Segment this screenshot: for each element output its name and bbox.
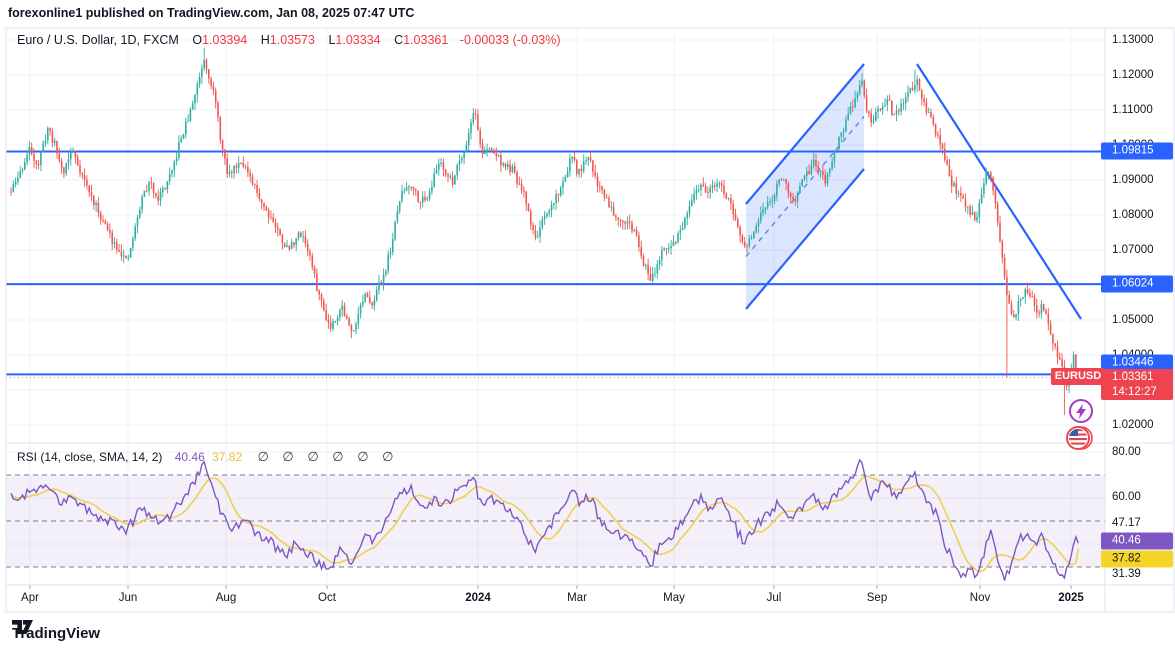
time-axis-label: Jul xyxy=(766,592,782,604)
time-axis-label: Apr xyxy=(21,592,39,604)
economic-event-lightning-icon[interactable] xyxy=(1069,399,1093,423)
symbol-legend: Euro / U.S. Dollar, 1D, FXCM O1.03394 H1… xyxy=(17,33,561,47)
low-value: 1.03334 xyxy=(335,33,381,47)
open-label: O xyxy=(192,33,203,47)
time-axis-label: Nov xyxy=(969,592,991,604)
price-level-label: 1.03446 xyxy=(1101,354,1173,372)
price-axis-tick: 1.09000 xyxy=(1112,174,1154,186)
high-value: 1.03573 xyxy=(269,33,315,47)
publish-byline: forexonline1 published on TradingView.co… xyxy=(8,6,415,20)
rsi-title[interactable]: RSI (14, close, SMA, 14, 2) xyxy=(17,450,163,464)
tradingview-logo-text: TradingView xyxy=(12,624,101,642)
price-axis-tick: 1.02000 xyxy=(1112,419,1154,431)
rsi-axis-tick: 47.17 xyxy=(1112,517,1141,529)
us-economic-event-icon[interactable] xyxy=(1066,426,1093,450)
rsi-ma-value: 37.82 xyxy=(212,450,243,464)
rsi-axis-tick: 60.00 xyxy=(1112,491,1141,503)
last-price-label: 1.03361 14:12:27 xyxy=(1101,369,1173,400)
price-axis-tick: 1.08000 xyxy=(1112,209,1154,221)
open-value: 1.03394 xyxy=(202,33,248,47)
time-axis-label: Mar xyxy=(567,592,587,604)
rsi-axis-tick: 31.39 xyxy=(1112,568,1141,580)
bar-countdown: 14:12:27 xyxy=(1112,385,1157,398)
time-axis-label: 2024 xyxy=(465,592,491,604)
time-axis-label: Sep xyxy=(866,592,888,604)
price-axis-tick: 1.12000 xyxy=(1112,69,1154,81)
time-axis-label: Aug xyxy=(215,592,237,604)
low-label: L xyxy=(328,33,336,47)
rsi-value-label: 40.46 xyxy=(1101,532,1173,550)
price-level-label: 1.09815 xyxy=(1101,142,1173,160)
price-axis-tick: 1.05000 xyxy=(1112,314,1154,326)
rsi-legend: RSI (14, close, SMA, 14, 2) 40.46 37.82 … xyxy=(17,449,394,465)
time-axis-label: Jun xyxy=(118,592,138,604)
time-axis-label: 2025 xyxy=(1058,592,1084,604)
rsi-value-label: 37.82 xyxy=(1101,550,1173,568)
last-price-value: 1.03361 xyxy=(1112,371,1154,383)
rsi-axis-tick: 80.00 xyxy=(1112,446,1141,458)
price-axis-tick: 1.13000 xyxy=(1112,34,1154,46)
time-axis-label: May xyxy=(663,592,685,604)
time-axis-label: Oct xyxy=(318,592,336,604)
price-level-label: 1.06024 xyxy=(1101,275,1173,293)
footer-logo[interactable]: TradingView xyxy=(12,620,100,646)
price-axis-tick: 1.07000 xyxy=(1112,244,1154,256)
rsi-value: 40.46 xyxy=(174,450,205,464)
ticker-price-flag: EURUSD xyxy=(1051,368,1105,385)
price-axis-tick: 1.11000 xyxy=(1112,104,1153,116)
change-value: -0.00033 (-0.03%) xyxy=(459,33,561,47)
tradingview-logo-icon xyxy=(12,620,33,634)
symbol-title[interactable]: Euro / U.S. Dollar, 1D, FXCM xyxy=(17,33,179,47)
close-value: 1.03361 xyxy=(403,33,449,47)
close-label: C xyxy=(394,33,404,47)
high-label: H xyxy=(260,33,270,47)
rsi-hidden-values: ∅ ∅ ∅ ∅ ∅ ∅ xyxy=(257,449,394,464)
